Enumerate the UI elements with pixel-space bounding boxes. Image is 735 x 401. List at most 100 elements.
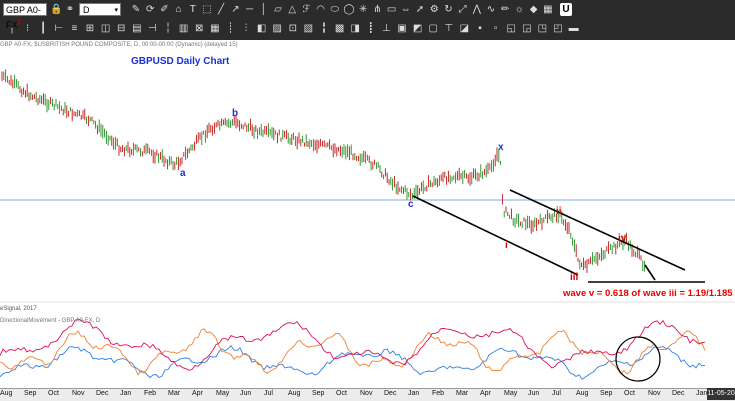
symbol-value: GBP A0-FX (6, 5, 41, 30)
bar5-icon[interactable]: ≡ (71, 23, 78, 34)
bar29-icon[interactable]: ⊤ (444, 23, 454, 34)
bar21-icon[interactable]: ╏ (320, 23, 328, 34)
regression-icon[interactable]: ⤢ (458, 4, 467, 15)
bar28-icon[interactable]: ▢ (428, 23, 438, 34)
month-tick: Sep (600, 390, 613, 397)
wave-label-b: b (232, 108, 239, 119)
symbol-input[interactable]: GBP A0-FXX (3, 3, 47, 30)
bar31-icon[interactable]: ▪ (478, 23, 482, 34)
month-tick: Nov (360, 390, 373, 397)
month-tick: Dec (384, 390, 397, 397)
bar30-icon[interactable]: ◪ (459, 23, 470, 34)
bar15-icon[interactable]: ┊ (227, 23, 234, 34)
fib-icon[interactable]: ℱ (302, 4, 311, 15)
marker-icon[interactable]: ◆ (529, 4, 538, 15)
chart-area[interactable] (0, 40, 735, 400)
bar25-icon[interactable]: ⊥ (382, 23, 391, 34)
chart-toolbar: GBP A0-FXX 🔒 ⚭ D ▾ ✎ ⟳ ✐ ⌂ T ⬚ ╱ ↗ ─ │ ▱ △ ℱ ◠ ⬭ ◯ ✳ ⋔ ▭ ⇔ ➚ ⚙… (0, 0, 735, 40)
bar35-icon[interactable]: ◳ (537, 23, 548, 34)
bar1-icon[interactable]: ╷ (8, 23, 16, 34)
bar16-icon[interactable]: ⫶ (244, 23, 248, 34)
tag-icon[interactable]: ⌂ (175, 4, 182, 15)
hline-icon[interactable]: ─ (246, 4, 254, 15)
month-tick: Sep (312, 390, 325, 397)
month-tick: Dec (672, 390, 685, 397)
symbol-suffix: X (17, 20, 22, 26)
bar36-icon[interactable]: ◰ (553, 23, 563, 34)
month-tick: Oct (48, 390, 59, 397)
bar26-icon[interactable]: ▣ (397, 23, 407, 34)
bar37-icon[interactable]: ▬ (568, 23, 579, 34)
price-chart-svg[interactable] (0, 40, 735, 400)
triangle-icon[interactable]: △ (288, 4, 297, 15)
bar8-icon[interactable]: ⊟ (116, 23, 126, 34)
arc-icon[interactable]: ◠ (316, 4, 325, 15)
indicator-label: DirectionalMovement - GBP A0-FX, D (0, 318, 101, 324)
sunburst-icon[interactable]: ☼ (514, 4, 524, 15)
month-tick: Nov (648, 390, 661, 397)
box-icon[interactable]: ▭ (386, 4, 397, 15)
gann-icon[interactable]: ✳ (358, 4, 368, 15)
bar11-icon[interactable]: ╎ (164, 23, 172, 34)
channel-icon[interactable]: ▱ (274, 4, 282, 15)
bar22-icon[interactable]: ▩ (334, 23, 345, 34)
bar7-icon[interactable]: ◫ (100, 23, 111, 34)
bar14-icon[interactable]: ▦ (210, 23, 220, 34)
text-icon[interactable]: T (189, 4, 196, 15)
bar2-icon[interactable]: ⁝ (26, 23, 30, 34)
current-date-box: 11-05-20 (707, 388, 735, 400)
select-icon[interactable]: ⬚ (202, 4, 212, 15)
bar13-icon[interactable]: ⊠ (194, 23, 204, 34)
month-tick: Nov (72, 390, 85, 397)
bar4-icon[interactable]: ⊢ (54, 23, 64, 34)
zigzag-icon[interactable]: ⋀ (472, 4, 481, 15)
bar9-icon[interactable]: ▤ (132, 23, 142, 34)
lock-icon[interactable]: 🔒 (50, 4, 63, 15)
month-tick: Aug (0, 390, 13, 397)
pitchfork-icon[interactable]: ⋔ (373, 4, 382, 15)
ellipse-icon[interactable]: ⬭ (330, 4, 340, 15)
bar18-icon[interactable]: ▨ (272, 23, 282, 34)
dm-plus-line (0, 328, 706, 376)
measure-icon[interactable]: ⇔ (400, 4, 411, 15)
bar23-icon[interactable]: ◨ (350, 23, 360, 34)
bar20-icon[interactable]: ▧ (303, 23, 314, 34)
line-icon[interactable]: ╱ (218, 4, 225, 15)
arrow-icon[interactable]: ➚ (415, 4, 425, 15)
lock-icon[interactable]: ✎ (131, 4, 141, 15)
wave-icon[interactable]: ∿ (486, 4, 496, 15)
bar12-icon[interactable]: ▥ (178, 23, 189, 34)
chart-title: GBPUSD Daily Chart (131, 56, 230, 67)
bar19-icon[interactable]: ⊡ (288, 23, 297, 34)
pen-icon[interactable]: ✏ (500, 4, 510, 15)
bar6-icon[interactable]: ⊞ (85, 23, 95, 34)
wave-label-i: i (505, 240, 508, 251)
close-button[interactable]: U (560, 3, 572, 16)
dm-minus-line (0, 344, 706, 380)
cycle-icon[interactable]: ↻ (444, 4, 453, 15)
circle-icon[interactable]: ◯ (343, 4, 355, 15)
month-tick: Mar (168, 390, 181, 397)
bar34-icon[interactable]: ◲ (522, 23, 532, 34)
chevron-down-icon[interactable]: ▾ (114, 7, 118, 14)
bar10-icon[interactable]: ⊣ (148, 23, 157, 34)
bar24-icon[interactable]: ┋ (367, 23, 374, 34)
bar32-icon[interactable]: ▫ (493, 23, 498, 34)
vline-icon[interactable]: │ (260, 4, 267, 15)
brush-icon[interactable]: ✐ (160, 4, 169, 15)
settings-icon[interactable]: ⚙ (429, 4, 439, 15)
wave-label-iv: iv (618, 233, 627, 244)
interval-input[interactable]: D ▾ (79, 3, 121, 16)
grid-icon[interactable]: ▦ (543, 4, 553, 15)
month-tick: Apr (192, 390, 203, 397)
ray-icon[interactable]: ↗ (231, 4, 240, 15)
bar3-icon[interactable]: ┃ (40, 23, 47, 34)
month-tick: Feb (432, 390, 445, 397)
spinner-icon[interactable]: ⟳ (145, 4, 155, 15)
bar27-icon[interactable]: ◩ (412, 23, 423, 34)
bar33-icon[interactable]: ◱ (506, 23, 516, 34)
month-tick: Mar (456, 390, 469, 397)
toolbar-row-drawing: GBP A0-FXX 🔒 ⚭ D ▾ ✎ ⟳ ✐ ⌂ T ⬚ ╱ ↗ ─ │ ▱ △ ℱ ◠ ⬭ ◯ ✳ ⋔ ▭ ⇔ ➚ ⚙… (0, 2, 735, 30)
link-icon[interactable]: ⚭ (65, 4, 75, 15)
bar17-icon[interactable]: ◧ (256, 23, 267, 34)
